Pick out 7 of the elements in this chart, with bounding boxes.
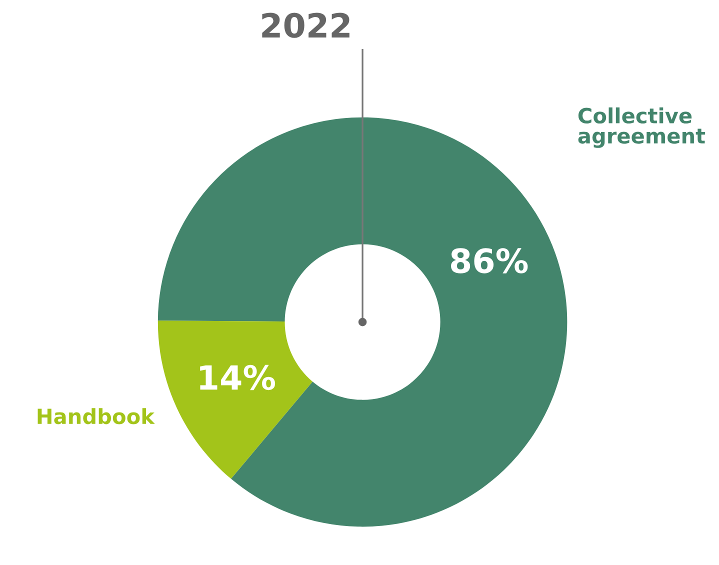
donut-slice xyxy=(158,117,568,527)
donut-slice xyxy=(158,320,313,479)
slice-label: Handbook xyxy=(38,408,155,424)
data-label: 86% xyxy=(451,248,528,274)
data-label: 14% xyxy=(200,364,276,390)
chart-title: 2022 xyxy=(262,12,350,38)
slice-label: Collective agreement xyxy=(578,107,706,148)
